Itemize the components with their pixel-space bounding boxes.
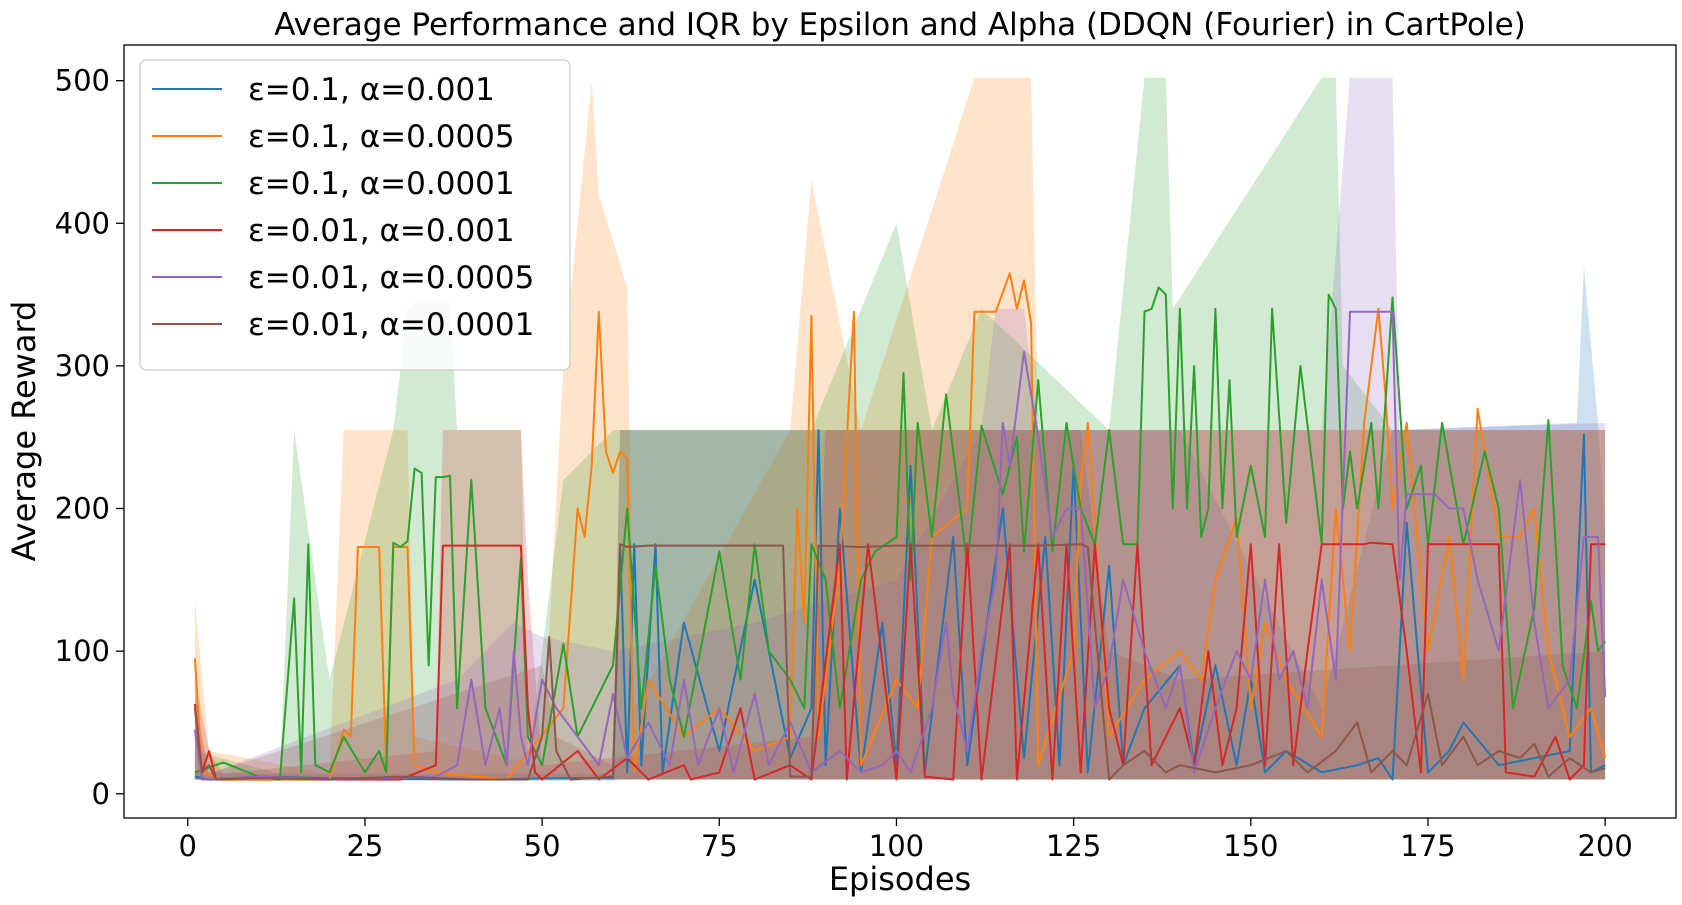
y-axis-label: Average Reward <box>5 301 43 562</box>
line-series-6 <box>193 543 1606 781</box>
legend-label-6: ε=0.01, α=0.0001 <box>248 307 534 343</box>
y-tick-label: 300 <box>55 349 110 383</box>
legend: ε=0.1, α=0.001 ε=0.1, α=0.0005 ε=0.1, α=0.… <box>139 59 571 371</box>
line-series-3 <box>194 286 1606 781</box>
y-tick-label: 200 <box>55 492 110 526</box>
legend-label-3: ε=0.1, α=0.0001 <box>248 166 515 202</box>
x-tick-label: 125 <box>1046 829 1101 863</box>
iqr-band-series-2 <box>194 77 1606 781</box>
x-tick-label: 25 <box>346 829 383 863</box>
legend-label-1: ε=0.1, α=0.001 <box>248 72 495 108</box>
plot-frame <box>123 44 1677 819</box>
y-tick-label: 400 <box>55 206 110 240</box>
iqr-band-series-5 <box>194 77 1606 781</box>
legend-frame <box>139 59 571 371</box>
y-axis: 0 100 200 300 400 500 <box>55 64 124 811</box>
legend-label-4: ε=0.01, α=0.001 <box>248 213 515 249</box>
y-tick-label: 0 <box>92 777 110 811</box>
x-axis-label: Episodes <box>829 860 971 898</box>
series-lines <box>193 272 1607 781</box>
line-series-2 <box>193 272 1607 781</box>
y-tick-label: 100 <box>55 634 110 668</box>
x-tick-label: 0 <box>179 829 197 863</box>
legend-label-5: ε=0.01, α=0.0005 <box>248 260 534 296</box>
y-tick-label: 500 <box>55 64 110 98</box>
iqr-band-series-3 <box>194 77 1606 781</box>
line-series-4 <box>193 541 1606 781</box>
x-tick-label: 150 <box>1223 829 1278 863</box>
x-axis: 0 25 50 75 100 125 150 175 200 <box>179 818 1633 863</box>
chart-title: Average Performance and IQR by Epsilon a… <box>274 7 1526 43</box>
x-tick-label: 50 <box>524 829 561 863</box>
x-tick-label: 175 <box>1400 829 1455 863</box>
iqr-band-series-1 <box>194 266 1606 781</box>
legend-label-2: ε=0.1, α=0.0005 <box>248 119 515 155</box>
line-series-5 <box>193 310 1607 781</box>
x-tick-label: 75 <box>701 829 738 863</box>
x-tick-label: 100 <box>869 829 924 863</box>
x-tick-label: 200 <box>1577 829 1632 863</box>
